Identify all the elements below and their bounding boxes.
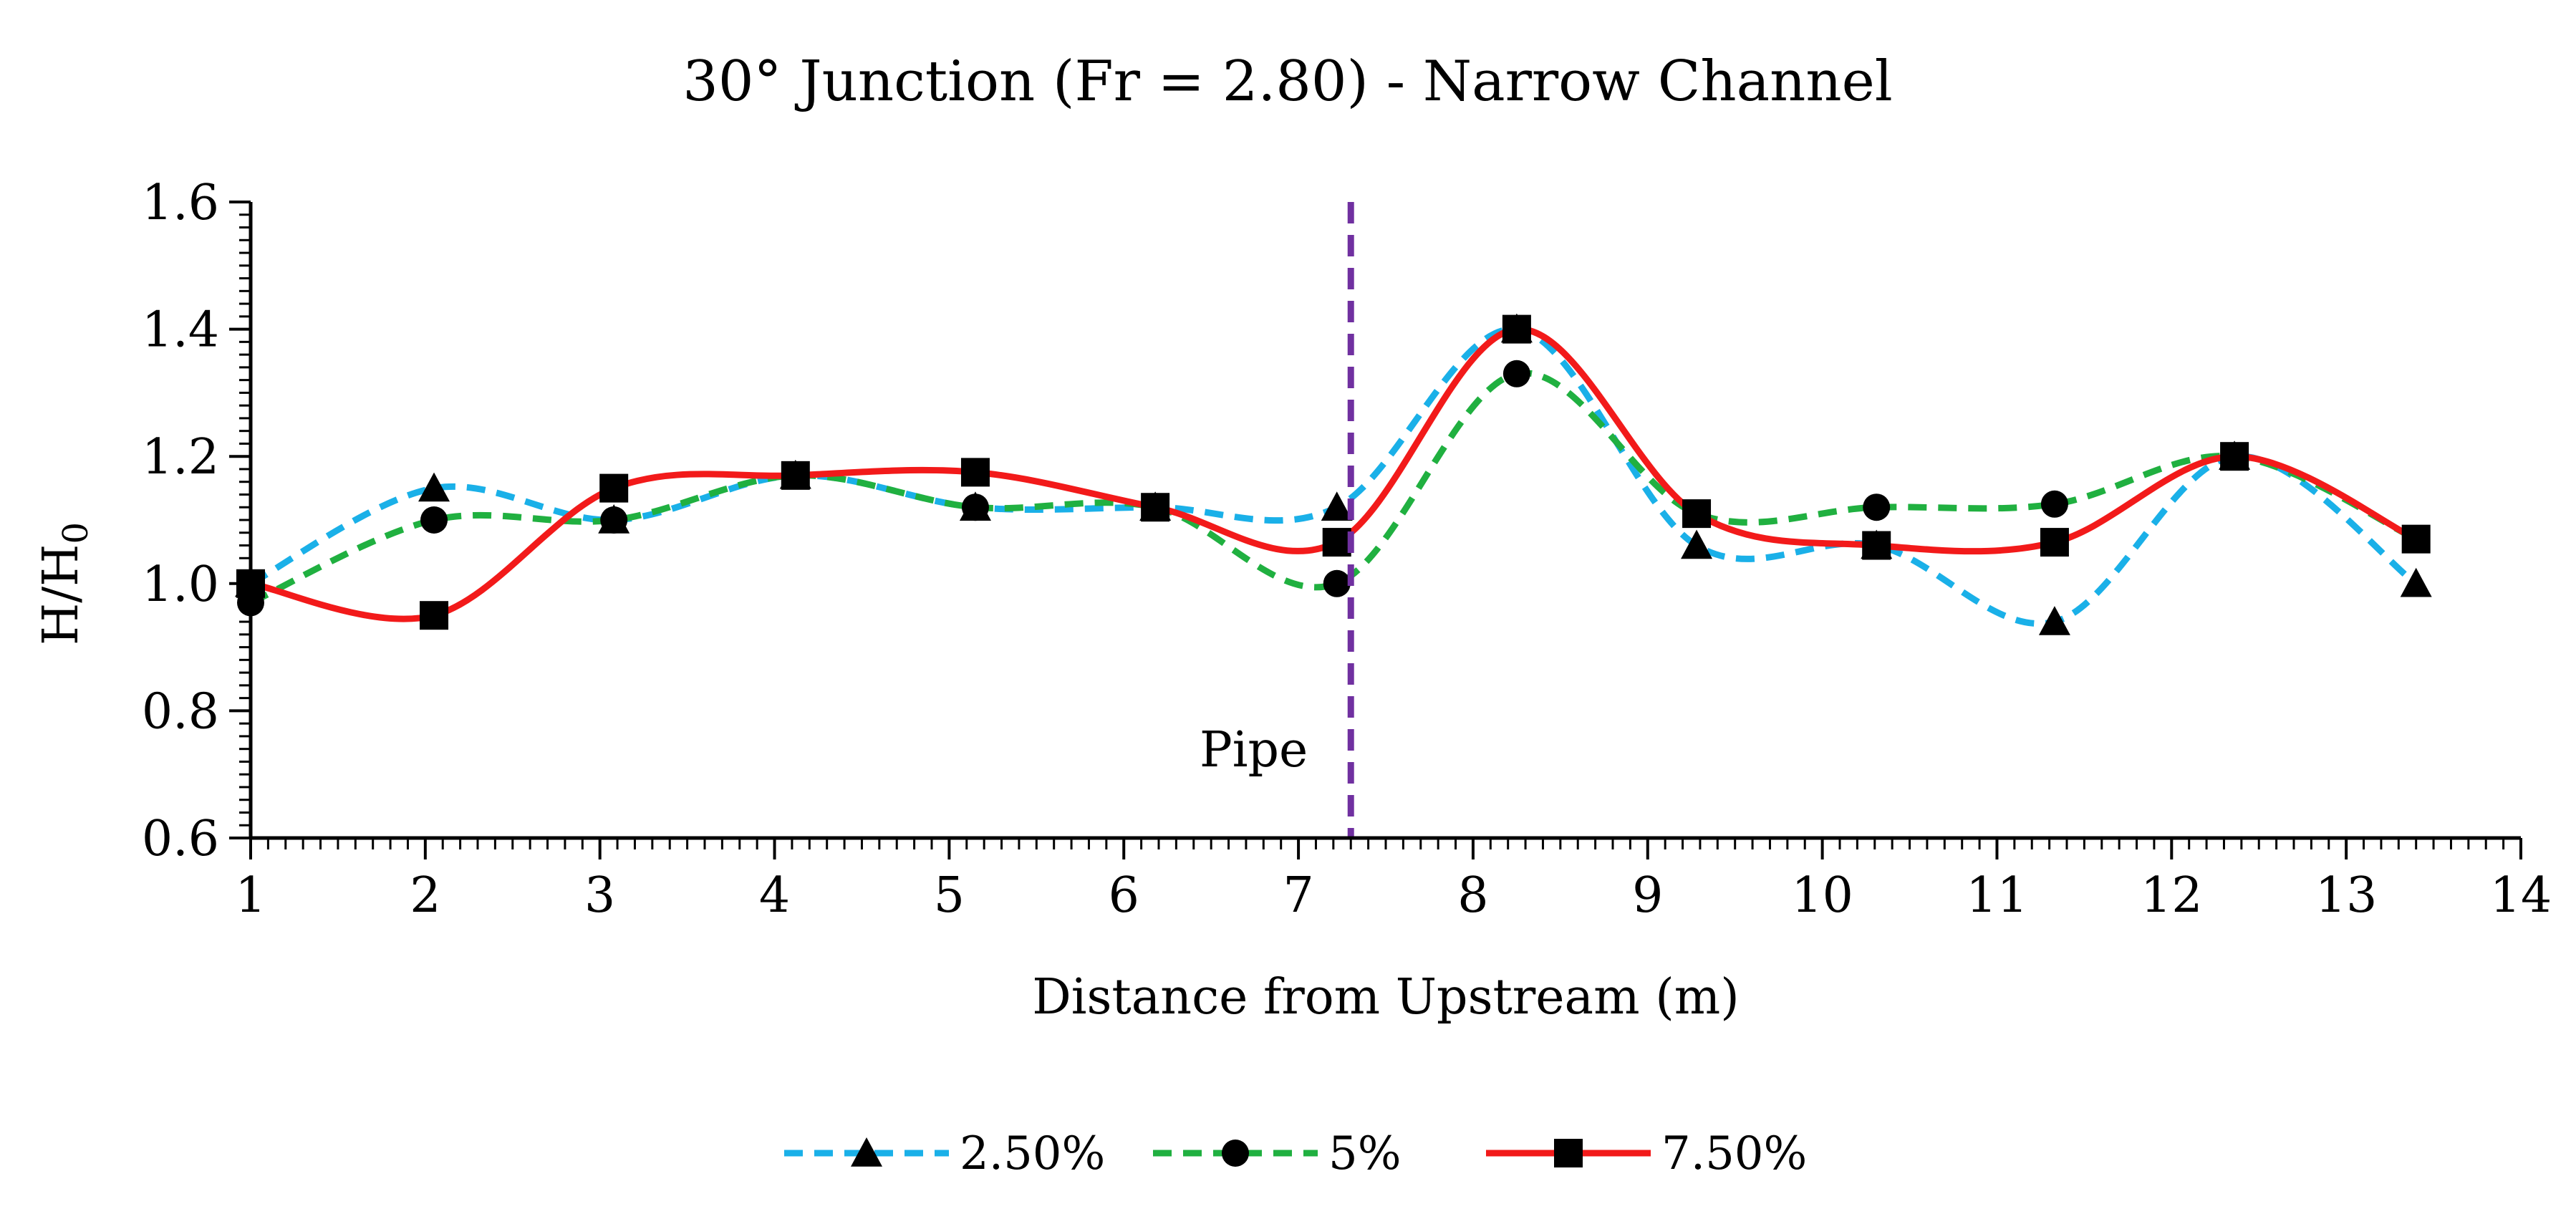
- x-tick-label: 1: [235, 867, 266, 924]
- x-tick-label: 8: [1457, 867, 1488, 924]
- series-1-point-7: [1321, 491, 1353, 521]
- series-2-point-7: [1323, 569, 1351, 597]
- series-2-line: [249, 370, 2418, 606]
- series-2-point-5: [961, 493, 989, 521]
- series-3-point-3: [599, 473, 629, 503]
- legend-item-3: 7.50%: [1486, 1127, 1807, 1180]
- x-tick-label: 2: [410, 867, 440, 924]
- x-tick-label: 14: [2490, 867, 2552, 924]
- series-3: [236, 314, 2431, 630]
- series-2-point-11: [2040, 490, 2068, 518]
- legend-marker-3: [1554, 1139, 1583, 1167]
- series-3-point-5: [960, 458, 990, 487]
- x-tick-label: 11: [1966, 867, 2028, 924]
- series-3-point-10: [1862, 531, 1891, 560]
- series-3-point-11: [2040, 528, 2069, 557]
- x-tick-label: 10: [1791, 867, 1853, 924]
- annotation-layer: Pipe: [1200, 202, 1354, 838]
- legend-label-3: 7.50%: [1661, 1127, 1807, 1180]
- y-axis-title-subscript: 0: [56, 522, 96, 544]
- pipe-label: Pipe: [1200, 722, 1308, 779]
- series-1-point-9: [1681, 529, 1713, 559]
- series-2: [237, 360, 2430, 617]
- series-3-point-13: [2401, 524, 2431, 554]
- x-tick-label: 9: [1632, 867, 1663, 924]
- series-3-point-2: [420, 601, 449, 630]
- series-2-point-8: [1502, 360, 1530, 387]
- legend-marker-1: [851, 1137, 882, 1167]
- x-tick-label: 6: [1109, 867, 1139, 924]
- y-tick-label: 1.2: [142, 429, 219, 486]
- series-3-point-12: [2220, 442, 2249, 471]
- series-2-point-3: [600, 506, 628, 534]
- x-axis-title: Distance from Upstream (m): [1032, 969, 1739, 1026]
- legend-label-2: 5%: [1328, 1127, 1402, 1180]
- axes-layer: 1 2 3 4 5 6 7 8 9 10 11 12 13 140.60.81.01.21.41.6: [142, 175, 2552, 924]
- series-3-point-4: [781, 461, 810, 490]
- series-1-point-13: [2400, 567, 2432, 597]
- legend: 2.50% 5% 7.50%: [784, 1127, 1807, 1180]
- series-3-point-7: [1322, 528, 1351, 557]
- legend-label-1: 2.50%: [960, 1127, 1105, 1180]
- y-tick-label: 1.6: [142, 175, 219, 231]
- x-tick-label: 5: [934, 867, 965, 924]
- legend-marker-2: [1222, 1140, 1249, 1167]
- series-3-point-9: [1682, 499, 1712, 529]
- y-tick-label: 1.4: [142, 302, 219, 359]
- series-3-point-8: [1502, 314, 1531, 344]
- chart-title: 30° Junction (Fr = 2.80) - Narrow Channe…: [682, 49, 1892, 114]
- x-tick-label: 12: [2141, 867, 2203, 924]
- y-tick-label: 0.8: [142, 683, 219, 740]
- x-tick-label: 4: [759, 867, 790, 924]
- legend-item-2: 5%: [1153, 1127, 1402, 1180]
- legend-item-1: 2.50%: [784, 1127, 1105, 1180]
- series-1-point-2: [418, 472, 450, 502]
- series-layer: [235, 313, 2432, 635]
- x-tick-label: 13: [2315, 867, 2378, 924]
- x-tick-label: 3: [584, 867, 615, 924]
- series-2-point-10: [1863, 493, 1891, 521]
- y-axis-title-main: H/H: [33, 544, 90, 646]
- series-2-point-2: [420, 506, 448, 534]
- x-tick-label: 7: [1283, 867, 1313, 924]
- y-tick-label: 0.6: [142, 811, 219, 867]
- y-axis-title: H/H0: [33, 522, 96, 645]
- series-3-point-6: [1141, 493, 1170, 522]
- y-tick-label: 1.0: [142, 557, 219, 613]
- series-1-point-11: [2038, 606, 2070, 635]
